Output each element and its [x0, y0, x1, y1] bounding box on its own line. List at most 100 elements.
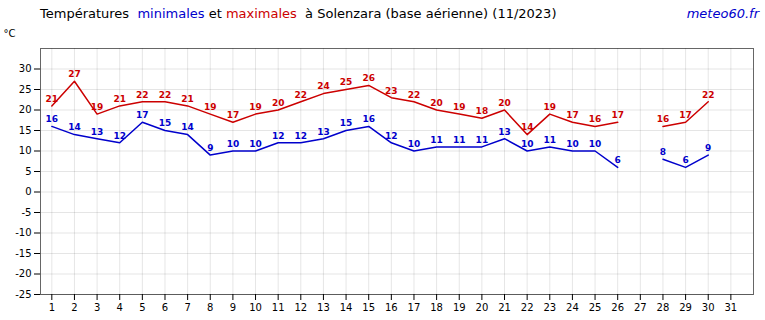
- svg-text:14: 14: [68, 122, 81, 132]
- svg-text:0: 0: [25, 186, 31, 197]
- svg-text:8: 8: [660, 147, 666, 157]
- svg-text:10: 10: [227, 139, 240, 149]
- svg-text:6: 6: [682, 155, 688, 165]
- svg-text:12: 12: [385, 131, 398, 141]
- svg-text:10: 10: [249, 139, 262, 149]
- svg-text:13: 13: [317, 127, 330, 137]
- svg-text:11: 11: [544, 135, 557, 145]
- svg-text:6: 6: [615, 155, 621, 165]
- svg-text:12: 12: [272, 131, 285, 141]
- svg-text:5: 5: [25, 166, 31, 177]
- svg-text:22: 22: [408, 90, 421, 100]
- svg-text:7: 7: [184, 302, 190, 313]
- svg-text:16: 16: [46, 114, 59, 124]
- svg-text:17: 17: [566, 110, 579, 120]
- svg-text:13: 13: [498, 127, 511, 137]
- svg-text:16: 16: [362, 114, 375, 124]
- svg-text:10: 10: [566, 139, 579, 149]
- svg-text:3: 3: [94, 302, 100, 313]
- svg-text:21: 21: [498, 302, 511, 313]
- svg-text:11: 11: [453, 135, 466, 145]
- svg-text:14: 14: [340, 302, 353, 313]
- svg-text:28: 28: [657, 302, 670, 313]
- svg-text:22: 22: [521, 302, 534, 313]
- svg-text:12: 12: [295, 131, 308, 141]
- svg-text:19: 19: [91, 102, 104, 112]
- svg-text:-20: -20: [15, 268, 31, 279]
- svg-text:2: 2: [71, 302, 77, 313]
- svg-text:19: 19: [453, 102, 466, 112]
- svg-text:20: 20: [498, 98, 511, 108]
- svg-text:1: 1: [49, 302, 55, 313]
- svg-text:10: 10: [249, 302, 262, 313]
- svg-text:23: 23: [385, 86, 398, 96]
- svg-text:10: 10: [589, 139, 602, 149]
- svg-text:15: 15: [362, 302, 375, 313]
- svg-text:21: 21: [181, 94, 194, 104]
- svg-text:-15: -15: [15, 248, 31, 259]
- svg-text:26: 26: [362, 73, 375, 83]
- svg-text:18: 18: [430, 302, 443, 313]
- svg-text:9: 9: [207, 143, 213, 153]
- svg-text:17: 17: [227, 110, 240, 120]
- svg-text:15: 15: [19, 125, 32, 136]
- svg-text:13: 13: [91, 127, 104, 137]
- svg-text:11: 11: [430, 135, 443, 145]
- svg-text:13: 13: [317, 302, 330, 313]
- svg-text:6: 6: [162, 302, 168, 313]
- svg-text:12: 12: [294, 302, 307, 313]
- svg-text:16: 16: [385, 302, 398, 313]
- svg-text:24: 24: [566, 302, 579, 313]
- svg-text:16: 16: [589, 114, 602, 124]
- svg-text:29: 29: [679, 302, 692, 313]
- svg-text:15: 15: [340, 118, 353, 128]
- svg-text:25: 25: [19, 84, 32, 95]
- svg-text:20: 20: [19, 104, 32, 115]
- svg-text:10: 10: [408, 139, 421, 149]
- svg-text:19: 19: [453, 302, 466, 313]
- svg-text:11: 11: [272, 302, 285, 313]
- svg-text:10: 10: [19, 145, 32, 156]
- svg-text:25: 25: [340, 77, 353, 87]
- svg-text:23: 23: [543, 302, 556, 313]
- svg-text:31: 31: [724, 302, 737, 313]
- svg-text:17: 17: [611, 110, 624, 120]
- svg-text:27: 27: [634, 302, 647, 313]
- svg-text:17: 17: [408, 302, 421, 313]
- svg-text:-25: -25: [15, 289, 31, 300]
- svg-text:24: 24: [317, 81, 330, 91]
- svg-text:19: 19: [544, 102, 557, 112]
- svg-text:9: 9: [230, 302, 236, 313]
- svg-text:-10: -10: [15, 227, 31, 238]
- svg-text:26: 26: [611, 302, 624, 313]
- svg-text:17: 17: [679, 110, 692, 120]
- svg-text:14: 14: [521, 122, 534, 132]
- svg-text:22: 22: [136, 90, 149, 100]
- svg-text:20: 20: [272, 98, 285, 108]
- svg-text:5: 5: [139, 302, 145, 313]
- svg-text:12: 12: [113, 131, 126, 141]
- svg-text:15: 15: [159, 118, 172, 128]
- svg-text:9: 9: [705, 143, 711, 153]
- svg-text:°C: °C: [4, 28, 16, 39]
- svg-text:11: 11: [476, 135, 489, 145]
- svg-text:20: 20: [430, 98, 443, 108]
- svg-text:21: 21: [46, 94, 59, 104]
- svg-text:19: 19: [204, 102, 217, 112]
- svg-text:8: 8: [207, 302, 213, 313]
- svg-text:21: 21: [113, 94, 126, 104]
- svg-text:18: 18: [476, 106, 489, 116]
- svg-text:25: 25: [589, 302, 602, 313]
- svg-text:-5: -5: [22, 207, 32, 218]
- svg-text:30: 30: [19, 63, 32, 74]
- svg-text:19: 19: [249, 102, 262, 112]
- svg-text:20: 20: [476, 302, 489, 313]
- svg-text:14: 14: [181, 122, 194, 132]
- svg-text:22: 22: [159, 90, 172, 100]
- svg-text:10: 10: [521, 139, 534, 149]
- svg-text:22: 22: [702, 90, 715, 100]
- svg-text:30: 30: [702, 302, 715, 313]
- svg-text:17: 17: [136, 110, 149, 120]
- svg-text:16: 16: [657, 114, 670, 124]
- svg-text:4: 4: [117, 302, 123, 313]
